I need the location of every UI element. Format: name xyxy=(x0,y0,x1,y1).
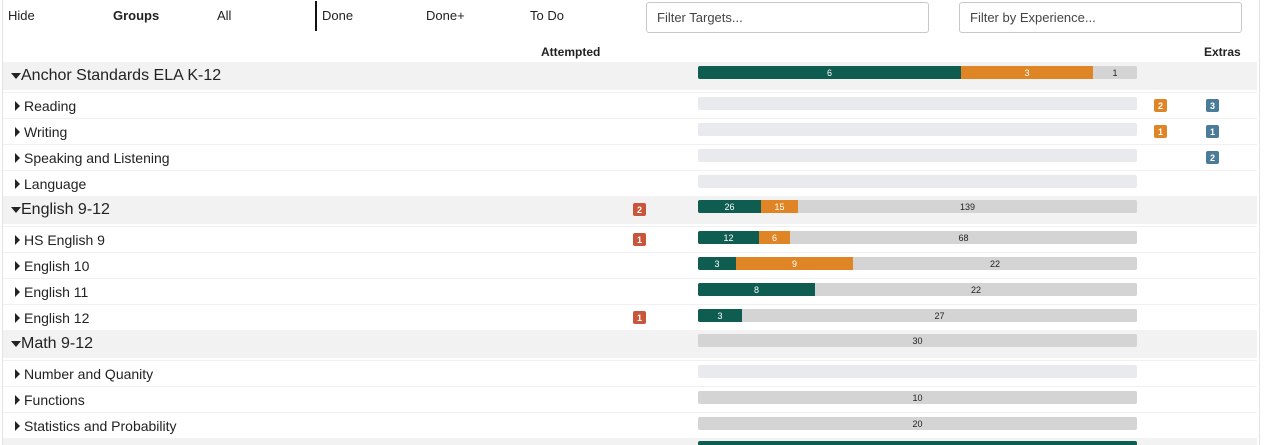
caret-right-icon[interactable] xyxy=(15,235,20,245)
progress-bar: 8 22 xyxy=(698,283,1137,296)
caret-right-icon[interactable] xyxy=(15,153,20,163)
extras-badge-blue: 2 xyxy=(1206,151,1219,164)
filter-targets-input[interactable] xyxy=(646,2,929,33)
filter-done-plus[interactable]: Done+ xyxy=(426,8,465,23)
progress-bar: 30 xyxy=(698,334,1137,347)
standard-label: Reading xyxy=(24,98,77,114)
group-label: Anchor Standards ELA K-12 xyxy=(21,67,222,84)
standard-label: Functions xyxy=(24,392,85,408)
bar-segment-done-plus: 9 xyxy=(736,257,853,270)
attempted-column-header: Attempted xyxy=(541,45,601,59)
standard-label: English 12 xyxy=(24,310,90,326)
filter-all[interactable]: All xyxy=(217,8,232,23)
bar-segment-todo: 27 xyxy=(742,309,1137,322)
caret-right-icon[interactable] xyxy=(15,287,20,297)
bar-segment-todo: 68 xyxy=(790,231,1137,244)
caret-right-icon[interactable] xyxy=(15,179,20,189)
standard-label: Speaking and Listening xyxy=(24,150,170,166)
extras-badge-blue: 3 xyxy=(1206,99,1219,112)
filter-to-do[interactable]: To Do xyxy=(530,8,564,23)
standard-label: English 11 xyxy=(24,284,89,300)
caret-right-icon[interactable] xyxy=(15,395,20,405)
progress-bar: 12 6 68 xyxy=(698,231,1137,244)
caret-right-icon[interactable] xyxy=(15,313,20,323)
filter-experience-input[interactable] xyxy=(959,2,1242,33)
standard-label: Language xyxy=(24,176,87,192)
caret-right-icon[interactable] xyxy=(15,261,20,271)
progress-bar-empty xyxy=(698,97,1137,110)
caret-down-icon[interactable] xyxy=(11,73,21,79)
progress-bar: 20 xyxy=(698,417,1137,430)
bar-segment-done: 8 xyxy=(698,283,815,296)
bar-segment-todo: 30 xyxy=(698,334,1137,347)
caret-down-icon[interactable] xyxy=(11,341,21,347)
bar-segment-todo: 1 xyxy=(1093,66,1137,79)
group-row-partial[interactable] xyxy=(3,438,1257,445)
bar-segment-done-plus: 3 xyxy=(961,66,1093,79)
progress-bar-empty xyxy=(698,175,1137,188)
filter-hide[interactable]: Hide xyxy=(8,8,35,23)
bar-segment-todo: 22 xyxy=(853,257,1137,270)
filter-done[interactable]: Done xyxy=(322,8,354,23)
progress-bar-partial xyxy=(698,441,1137,445)
caret-down-icon[interactable] xyxy=(11,207,21,213)
attempted-badge: 2 xyxy=(633,203,646,216)
extras-badge-blue: 1 xyxy=(1206,125,1219,138)
bar-segment-done: 3 xyxy=(698,257,736,270)
bar-segment-done: 6 xyxy=(698,66,961,79)
progress-bar: 3 9 22 xyxy=(698,257,1137,270)
bar-segment-done: 26 xyxy=(698,200,761,213)
progress-bar-empty xyxy=(698,123,1137,136)
extras-column-header: Extras xyxy=(1204,45,1241,59)
standard-label: Number and Quanity xyxy=(24,366,154,382)
bar-segment-todo: 139 xyxy=(798,200,1137,213)
standard-label: HS English 9 xyxy=(24,232,105,248)
filter-groups[interactable]: Groups xyxy=(113,8,160,23)
caret-right-icon[interactable] xyxy=(15,421,20,431)
progress-bar: 10 xyxy=(698,391,1137,404)
progress-bar-empty xyxy=(698,149,1137,162)
bar-segment-done: 3 xyxy=(698,309,742,322)
standard-label: Statistics and Probability xyxy=(24,418,177,434)
bar-segment-todo: 20 xyxy=(698,417,1137,430)
bar-segment-done: 12 xyxy=(698,231,759,244)
extras-badge-orange: 1 xyxy=(1154,125,1167,138)
progress-bar-empty xyxy=(698,365,1137,378)
attempted-badge: 1 xyxy=(633,311,646,324)
progress-bar: 6 3 1 xyxy=(698,66,1137,79)
bar-segment-done-plus: 6 xyxy=(759,231,790,244)
attempted-badge: 1 xyxy=(633,233,646,246)
progress-bar: 26 15 139 xyxy=(698,200,1137,213)
caret-right-icon[interactable] xyxy=(15,127,20,137)
filter-cursor-divider xyxy=(315,1,317,31)
bar-segment-todo: 22 xyxy=(815,283,1137,296)
standard-label: Writing xyxy=(24,124,68,140)
progress-bar: 3 27 xyxy=(698,309,1137,322)
standard-label: English 10 xyxy=(24,258,90,274)
caret-right-icon[interactable] xyxy=(15,369,20,379)
extras-badge-orange: 2 xyxy=(1154,99,1167,112)
group-label: Math 9-12 xyxy=(21,335,94,352)
group-label: English 9-12 xyxy=(21,201,110,218)
filter-bar: Hide Groups All Done Done+ To Do xyxy=(0,0,1264,36)
bar-segment-todo: 10 xyxy=(698,391,1137,404)
bar-segment-done-plus: 15 xyxy=(761,200,798,213)
caret-right-icon[interactable] xyxy=(15,101,20,111)
